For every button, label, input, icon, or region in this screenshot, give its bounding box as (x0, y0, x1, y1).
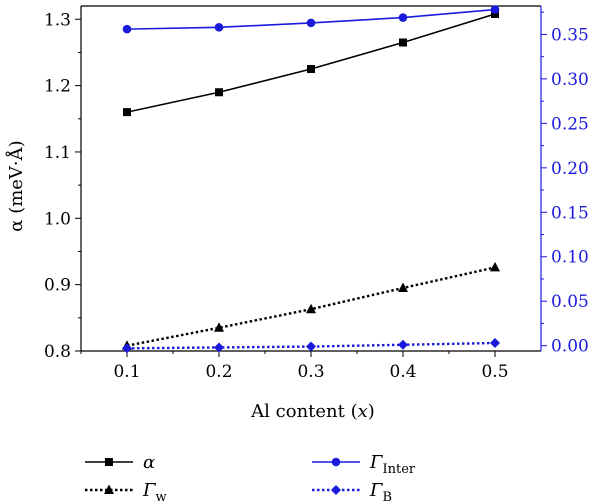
diamond-marker (331, 485, 341, 495)
legend-item: ΓInter (312, 452, 416, 477)
square-marker (123, 108, 131, 117)
diamond-marker (122, 343, 132, 354)
triangle-marker (398, 282, 408, 292)
triangle-marker (214, 322, 224, 332)
y-left-tick-label: 1.0 (44, 209, 71, 229)
series-layer (122, 5, 500, 354)
y-left-tick-label: 0.8 (44, 342, 71, 362)
legend-item: α (85, 452, 155, 473)
y-left-tick-label: 0.9 (44, 276, 71, 296)
series-1 (122, 261, 500, 350)
diamond-marker (490, 337, 500, 348)
diamond-marker (398, 339, 408, 350)
y-axis-left: 0.8 0.9 1.0 1.1 1.2 1.3 (44, 10, 81, 362)
x-axis: 0.1 0.2 0.3 0.4 0.5 (80, 351, 509, 382)
y-left-tick-label: 1.1 (44, 143, 71, 163)
legend: α Γw ΓInter ΓB (85, 452, 416, 502)
series-line (126, 341, 496, 350)
y-right-tick-label: 0.15 (551, 203, 589, 223)
legend-label: α (143, 452, 155, 473)
circle-marker (306, 18, 316, 28)
y-axis-title: α (meV·Å) (5, 140, 27, 231)
triangle-marker (306, 303, 316, 314)
series-line (126, 266, 496, 347)
y-left-tick-label: 1.2 (44, 77, 71, 97)
y-right-tick-label: 0.25 (551, 114, 589, 134)
legend-label: ΓB (369, 480, 392, 502)
x-tick-label: 0.5 (481, 362, 508, 382)
series-3 (122, 337, 500, 354)
circle-marker (398, 13, 408, 22)
x-axis-title: Al content (x) (250, 401, 375, 422)
square-marker (215, 88, 223, 97)
square-marker (307, 65, 315, 74)
x-tick-label: 0.3 (297, 362, 324, 382)
legend-label: Γw (142, 480, 167, 502)
y-right-tick-label: 0.35 (551, 25, 589, 45)
x-tick-label: 0.4 (389, 362, 416, 382)
square-marker (399, 38, 407, 47)
triangle-marker (104, 484, 114, 494)
series-0 (123, 9, 499, 117)
legend-item: Γw (85, 480, 167, 502)
legend-item: ΓB (312, 480, 392, 502)
square-marker (491, 9, 499, 18)
x-tick-label: 0.2 (205, 362, 232, 382)
y-right-tick-label: 0.30 (551, 70, 589, 90)
triangle-marker (490, 261, 500, 272)
y-right-tick-label: 0.20 (551, 159, 589, 179)
y-right-tick-label: 0.10 (551, 248, 589, 268)
circle-marker (214, 23, 224, 32)
square-marker (105, 458, 113, 466)
circle-marker (122, 24, 132, 34)
y-axis-right: 0.00 0.05 0.10 0.15 0.20 0.25 0.30 0.35 (541, 11, 589, 357)
y-right-tick-label: 0.00 (551, 337, 589, 357)
series-2 (122, 5, 500, 34)
plot-frame (80, 5, 542, 352)
circle-marker (331, 457, 341, 467)
y-left-tick-label: 1.3 (44, 10, 71, 30)
diamond-marker (306, 341, 316, 352)
x-tick-label: 0.1 (113, 362, 140, 382)
diamond-marker (214, 342, 224, 353)
circle-marker (490, 5, 500, 14)
legend-label: ΓInter (369, 452, 416, 477)
y-right-tick-label: 0.05 (551, 292, 589, 312)
